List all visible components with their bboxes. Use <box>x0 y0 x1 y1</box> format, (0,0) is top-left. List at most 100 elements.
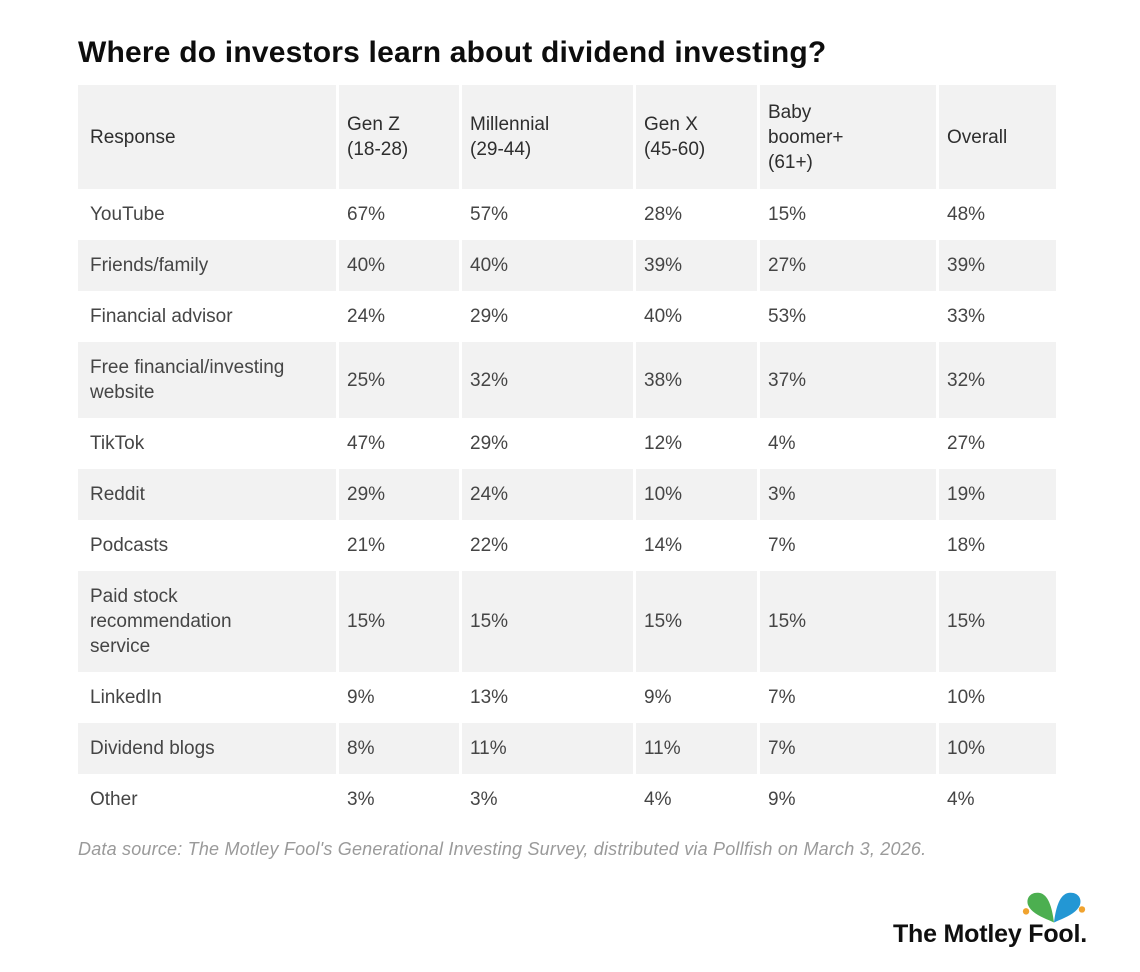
row-label: Friends/family <box>78 240 336 291</box>
table-row: YouTube 67% 57% 28% 15% 48% <box>78 189 1056 240</box>
cell-value: 4% <box>757 418 936 469</box>
cell-value: 18% <box>936 520 1056 571</box>
cell-value: 15% <box>757 571 936 672</box>
row-label: TikTok <box>78 418 336 469</box>
table-row: TikTok 47% 29% 12% 4% 27% <box>78 418 1056 469</box>
column-header: Overall <box>936 85 1056 189</box>
cell-value: 53% <box>757 291 936 342</box>
cell-value: 15% <box>936 571 1056 672</box>
table-row: Dividend blogs 8% 11% 11% 7% 10% <box>78 723 1056 774</box>
cell-value: 27% <box>936 418 1056 469</box>
table-row: Podcasts 21% 22% 14% 7% 18% <box>78 520 1056 571</box>
row-label: Other <box>78 774 336 825</box>
cell-value: 3% <box>336 774 459 825</box>
table-row: Free financial/investing website 25% 32% 38%… <box>78 342 1056 418</box>
cell-value: 10% <box>936 723 1056 774</box>
cell-value: 57% <box>459 189 633 240</box>
column-header-label: Millennial (29-44) <box>470 114 550 160</box>
cell-value: 4% <box>633 774 757 825</box>
table-row: LinkedIn 9% 13% 9% 7% 10% <box>78 672 1056 723</box>
cell-value: 67% <box>336 189 459 240</box>
row-label-text: Other <box>90 789 138 810</box>
cell-value: 25% <box>336 342 459 418</box>
cell-value: 22% <box>459 520 633 571</box>
column-header-label: Response <box>90 126 176 148</box>
column-header: Response <box>78 85 336 189</box>
cell-value: 15% <box>633 571 757 672</box>
jester-hat-icon <box>1022 892 1086 923</box>
cell-value: 7% <box>757 672 936 723</box>
row-label-text: Reddit <box>90 484 145 505</box>
column-header-label: Baby boomer+ (61+) <box>768 101 844 173</box>
cell-value: 3% <box>757 469 936 520</box>
cell-value: 9% <box>633 672 757 723</box>
row-label: Reddit <box>78 469 336 520</box>
cell-value: 21% <box>336 520 459 571</box>
table-row: Reddit 29% 24% 10% 3% 19% <box>78 469 1056 520</box>
column-header: Gen X (45-60) <box>633 85 757 189</box>
cell-value: 10% <box>936 672 1056 723</box>
page-title: Where do investors learn about dividend … <box>78 36 827 69</box>
table-row: Financial advisor 24% 29% 40% 53% 33% <box>78 291 1056 342</box>
cell-value: 9% <box>757 774 936 825</box>
row-label-text: Paid stock recommendation service <box>90 586 232 657</box>
table-row: Other 3% 3% 4% 9% 4% <box>78 774 1056 825</box>
row-label-text: TikTok <box>90 433 145 454</box>
cell-value: 11% <box>633 723 757 774</box>
infographic: Where do investors learn about dividend … <box>78 0 1056 860</box>
column-header-label: Gen X (45-60) <box>644 114 706 160</box>
row-label-text: LinkedIn <box>90 687 162 708</box>
cell-value: 28% <box>633 189 757 240</box>
column-header: Baby boomer+ (61+) <box>757 85 936 189</box>
cell-value: 24% <box>459 469 633 520</box>
cell-value: 14% <box>633 520 757 571</box>
cell-value: 12% <box>633 418 757 469</box>
cell-value: 47% <box>336 418 459 469</box>
cell-value: 40% <box>633 291 757 342</box>
row-label: YouTube <box>78 189 336 240</box>
cell-value: 48% <box>936 189 1056 240</box>
cell-value: 10% <box>633 469 757 520</box>
row-label: Dividend blogs <box>78 723 336 774</box>
cell-value: 37% <box>757 342 936 418</box>
row-label-text: Friends/family <box>90 255 209 276</box>
row-label: Free financial/investing website <box>78 342 336 418</box>
cell-value: 29% <box>459 418 633 469</box>
cell-value: 32% <box>459 342 633 418</box>
column-header-label: Gen Z (18-28) <box>347 114 409 160</box>
cell-value: 8% <box>336 723 459 774</box>
table-header-row: Response Gen Z (18-28) Millennial (29-44) Gen… <box>78 85 1056 189</box>
cell-value: 33% <box>936 291 1056 342</box>
cell-value: 9% <box>336 672 459 723</box>
cell-value: 11% <box>459 723 633 774</box>
cell-value: 39% <box>633 240 757 291</box>
cell-value: 13% <box>459 672 633 723</box>
row-label-text: Free financial/investing website <box>90 357 285 403</box>
cell-value: 29% <box>459 291 633 342</box>
column-header: Gen Z (18-28) <box>336 85 459 189</box>
cell-value: 40% <box>336 240 459 291</box>
table-row: Friends/family 40% 40% 39% 27% 39% <box>78 240 1056 291</box>
column-header-label: Overall <box>947 126 1008 148</box>
row-label-text: Dividend blogs <box>90 738 215 759</box>
cell-value: 24% <box>336 291 459 342</box>
cell-value: 7% <box>757 520 936 571</box>
row-label: Paid stock recommendation service <box>78 571 336 672</box>
cell-value: 19% <box>936 469 1056 520</box>
row-label: Financial advisor <box>78 291 336 342</box>
cell-value: 15% <box>336 571 459 672</box>
table-body: YouTube 67% 57% 28% 15% 48% Friends/family 40% 4… <box>78 189 1056 825</box>
row-label: LinkedIn <box>78 672 336 723</box>
cell-value: 4% <box>936 774 1056 825</box>
table-row: Paid stock recommendation service 15% 15% 15%… <box>78 571 1056 672</box>
row-label-text: Financial advisor <box>90 306 233 327</box>
motley-fool-logo: The Motley Fool. <box>893 889 1087 949</box>
column-header: Millennial (29-44) <box>459 85 633 189</box>
cell-value: 27% <box>757 240 936 291</box>
cell-value: 32% <box>936 342 1056 418</box>
cell-value: 38% <box>633 342 757 418</box>
cell-value: 15% <box>757 189 936 240</box>
cell-value: 40% <box>459 240 633 291</box>
cell-value: 3% <box>459 774 633 825</box>
cell-value: 39% <box>936 240 1056 291</box>
